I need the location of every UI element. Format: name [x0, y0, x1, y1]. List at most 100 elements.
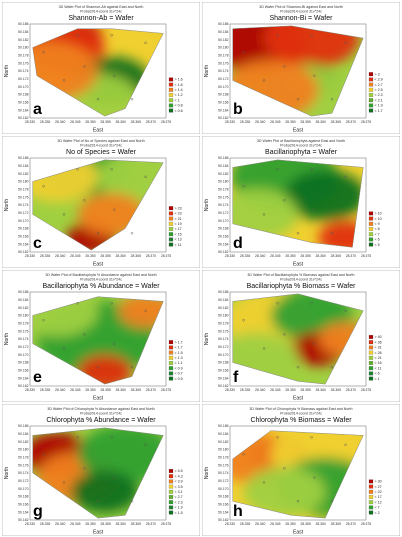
y-tick-label: 50.176	[18, 329, 28, 333]
y-tick-label: 50.180	[18, 180, 28, 184]
x-tick-label: 28.355	[100, 120, 110, 124]
legend-swatch	[168, 93, 174, 97]
sample-point	[42, 453, 45, 456]
legend-swatch	[368, 495, 374, 499]
legend-swatch	[368, 87, 374, 92]
sample-point	[83, 467, 86, 470]
x-tick-label: 28.345	[70, 522, 80, 526]
x-tick-label: 28.370	[346, 120, 356, 124]
x-tick-label: 28.350	[285, 254, 295, 258]
x-tick-label: 28.335	[240, 522, 250, 526]
x-tick-label: 28.350	[285, 120, 295, 124]
sample-point	[96, 499, 100, 503]
legend-swatch	[168, 345, 174, 350]
y-tick-label: 50.168	[218, 227, 228, 231]
x-tick-label: 28.355	[100, 254, 110, 258]
y-tick-label: 50.162	[218, 250, 228, 254]
legend-swatch	[368, 361, 374, 365]
small-subtitle: Proba2014-coord 31v*24c	[280, 10, 322, 14]
legend-swatch	[368, 227, 374, 231]
legend-swatch	[368, 366, 374, 371]
legend-swatch	[368, 500, 374, 505]
x-tick-label: 28.360	[315, 522, 325, 526]
y-tick-label: 50.168	[18, 361, 28, 365]
legend-swatch	[368, 237, 374, 242]
y-tick-label: 50.174	[18, 69, 28, 73]
x-tick-label: 28.330	[25, 388, 35, 392]
legend-label: > 3	[375, 72, 380, 76]
legend-swatch	[368, 350, 374, 355]
x-tick-label: 28.370	[146, 522, 156, 526]
y-tick-label: 50.184	[18, 298, 28, 302]
legend-label: < 6	[375, 238, 380, 242]
legend-label: < 10	[375, 217, 382, 221]
x-tick-label: 28.360	[315, 254, 325, 258]
sample-point	[283, 65, 286, 68]
x-tick-label: 28.370	[346, 388, 356, 392]
sample-point	[330, 365, 334, 369]
wafer-outline	[232, 293, 364, 385]
legend-label: < 0.6	[175, 109, 183, 113]
legend-swatch	[368, 108, 374, 113]
x-tick-label: 28.375	[361, 388, 371, 392]
panel-svg: 3D Wafer Plot of Chlorophyta % Abundance…	[2, 404, 200, 536]
x-tick-label: 28.365	[131, 388, 141, 392]
legend-label: < 19	[175, 222, 182, 226]
x-tick-label: 28.350	[85, 254, 95, 258]
y-tick-label: 50.176	[18, 61, 28, 65]
sample-point	[83, 65, 86, 68]
legend-swatch	[168, 355, 174, 360]
legend-swatch	[368, 505, 374, 510]
x-axis-label: East	[93, 396, 104, 402]
x-tick-label: 28.365	[331, 388, 341, 392]
panel-f: 3D Wafer Plot of Bacillariophyta % Bioma…	[202, 270, 400, 402]
y-tick-label: 50.166	[18, 235, 28, 239]
legend-swatch	[368, 103, 374, 108]
sample-point	[283, 199, 286, 202]
y-tick-label: 50.176	[218, 61, 228, 65]
legend-swatch	[168, 108, 174, 113]
legend-swatch	[168, 500, 174, 505]
x-tick-label: 28.375	[361, 522, 371, 526]
legend-label: < 17	[375, 495, 382, 499]
small-subtitle: Proba2014-coord 31v*24c	[80, 144, 122, 148]
y-tick-label: 50.184	[218, 298, 228, 302]
panel-svg: 3D Wafer Plot of Bacillariophyta % Bioma…	[202, 270, 400, 402]
y-tick-label: 50.174	[218, 471, 228, 475]
legend-label: > 4.5	[175, 469, 183, 473]
x-tick-label: 28.335	[40, 388, 50, 392]
y-tick-label: 50.178	[18, 188, 28, 192]
sample-point	[310, 168, 313, 171]
y-tick-label: 50.174	[218, 337, 228, 341]
legend-label: < 16	[375, 361, 382, 365]
wafer-outline	[232, 159, 364, 248]
x-tick-label: 28.370	[146, 120, 156, 124]
legend-swatch	[368, 77, 374, 82]
small-title: 3D Wafer Plot of Chlorophyta % Biomass a…	[249, 407, 352, 411]
small-subtitle: Proba2014-coord 31v*24c	[280, 278, 322, 282]
legend-swatch	[168, 98, 174, 103]
sample-point	[144, 309, 147, 312]
x-tick-label: 28.330	[25, 120, 35, 124]
sample-point	[262, 481, 266, 484]
x-tick-label: 28.350	[85, 522, 95, 526]
legend-label: < 1.7	[175, 346, 183, 350]
legend-swatch	[168, 211, 174, 216]
y-tick-label: 50.176	[218, 463, 228, 467]
legend-swatch	[368, 510, 374, 515]
legend-swatch	[368, 232, 374, 237]
x-axis-label: East	[293, 530, 304, 536]
y-tick-label: 50.162	[18, 116, 28, 120]
legend-swatch	[168, 216, 174, 221]
x-tick-label: 28.330	[25, 254, 35, 258]
legend-swatch	[368, 72, 374, 77]
y-tick-label: 50.166	[18, 503, 28, 507]
y-tick-label: 50.182	[18, 38, 28, 42]
legend-label: < 31	[375, 346, 382, 350]
y-tick-label: 50.184	[218, 432, 228, 436]
y-tick-label: 50.168	[18, 227, 28, 231]
sample-point	[110, 436, 113, 439]
sample-point	[313, 476, 316, 479]
y-axis-label: North	[204, 333, 210, 345]
